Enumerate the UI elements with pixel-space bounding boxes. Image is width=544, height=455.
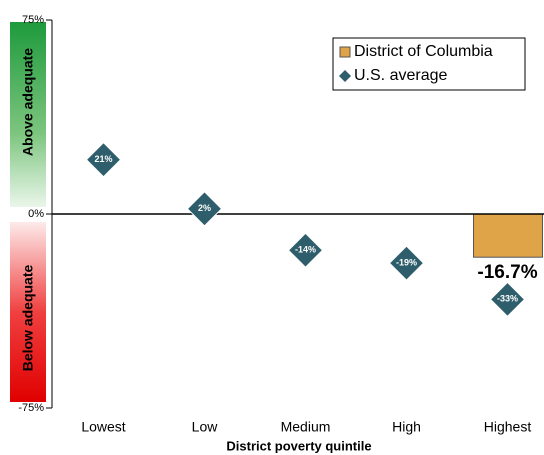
- value-label: -19%: [396, 258, 417, 268]
- value-label: 2%: [198, 203, 211, 213]
- bar: [473, 213, 543, 258]
- y-tick-label: 0%: [28, 208, 44, 220]
- value-label: -33%: [497, 294, 518, 304]
- legend-swatch: [339, 70, 351, 82]
- value-label: -16.7%: [477, 262, 537, 283]
- above-zone: [10, 22, 46, 207]
- marker: [287, 232, 324, 268]
- marker: [186, 191, 223, 227]
- x-tick-label: Medium: [281, 419, 331, 435]
- x-tick-label: Highest: [484, 419, 532, 435]
- legend-swatch: [339, 46, 351, 58]
- y-tick-label: 75%: [22, 14, 44, 26]
- below-zone: [10, 222, 46, 402]
- legend-box: [332, 37, 526, 91]
- value-label: -14%: [295, 245, 316, 255]
- marker: [85, 141, 122, 178]
- x-tick-label: Low: [192, 419, 219, 435]
- y-tick-label: -75%: [18, 402, 44, 414]
- value-label: 21%: [94, 154, 112, 164]
- x-axis-label: District poverty quintile: [226, 438, 371, 453]
- x-tick-label: Lowest: [81, 419, 125, 435]
- zone-label: Below adequate: [20, 265, 36, 372]
- legend-label: U.S. average: [354, 67, 447, 84]
- x-tick-label: High: [392, 419, 421, 435]
- marker: [388, 245, 425, 281]
- legend-label: District of Columbia: [354, 43, 493, 60]
- marker: [489, 281, 526, 318]
- zone-label: Above adequate: [20, 48, 36, 156]
